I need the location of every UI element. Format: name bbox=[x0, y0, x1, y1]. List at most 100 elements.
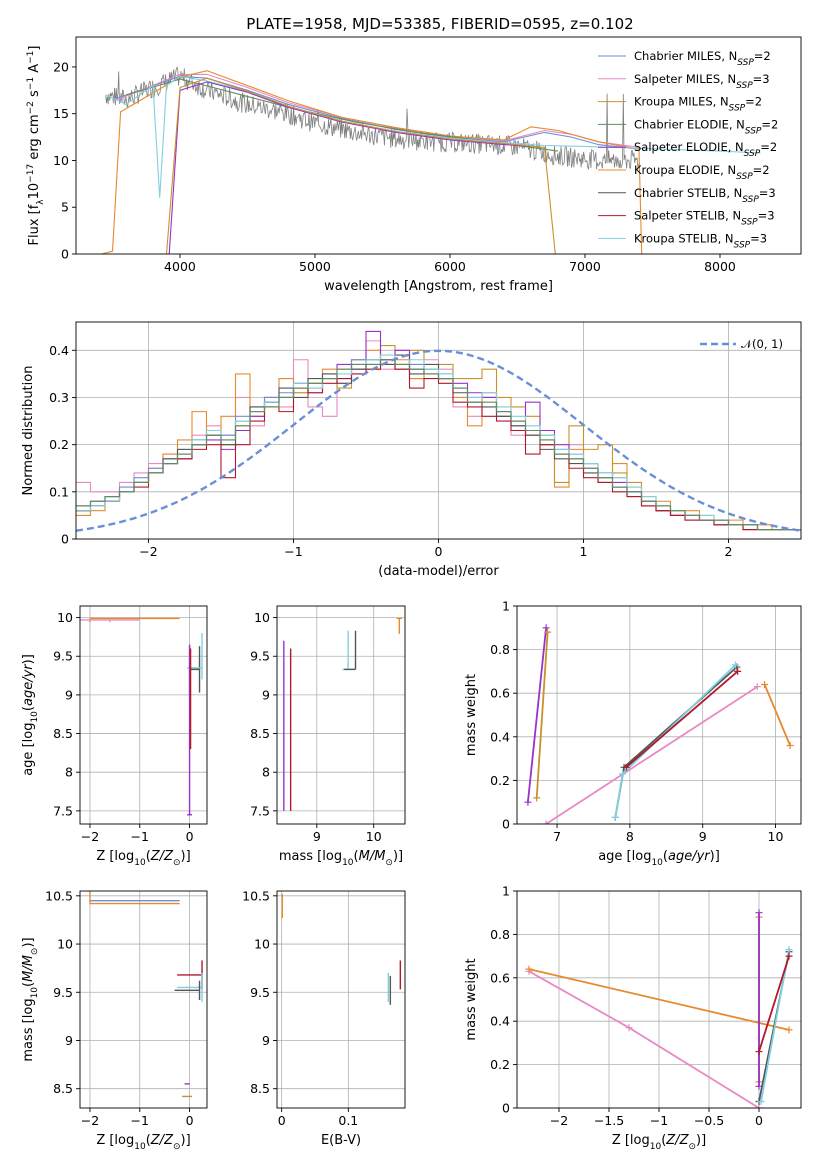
residual-histogram bbox=[76, 359, 801, 531]
chart-residuals: −2 −1 0 1 2 0 0.1 0.2 0.3 0.4 (data-model)/error No… bbox=[21, 321, 802, 579]
axes-frame: 4000 5000 6000 7000 8000 0 5 10 15 20 wavelength [… bbox=[26, 36, 802, 294]
y-tick-label: 0.6 bbox=[490, 686, 510, 701]
gridlines bbox=[80, 606, 207, 824]
y-tick-label: 8 bbox=[262, 765, 270, 780]
label-part: −1 bbox=[26, 51, 36, 64]
label-part: −2 bbox=[26, 101, 36, 114]
label-part: ( bbox=[146, 849, 151, 864]
residual-legend: 𝒩(0, 1) bbox=[700, 337, 783, 351]
legend-label: Salpeter ELODIE, NSSP=2 bbox=[634, 140, 777, 159]
x-tick-label: 0.1 bbox=[338, 1113, 358, 1128]
point-marker bbox=[755, 909, 763, 917]
label-part: wavelength [Angstrom, rest frame] bbox=[324, 279, 553, 294]
label-part: mass weight bbox=[464, 958, 479, 1040]
residual-histogram bbox=[76, 354, 801, 531]
label-part: =2 bbox=[761, 117, 778, 131]
x-tick-label: −1 bbox=[284, 544, 302, 559]
y-axis-label: age [log10(age/yr)] bbox=[21, 654, 40, 776]
y-tick-label: 10 bbox=[57, 937, 73, 952]
label-part: (data-model)/error bbox=[378, 564, 499, 579]
legend-label: Chabrier MILES, NSSP=2 bbox=[634, 49, 771, 68]
x-tick-label: −2 bbox=[81, 829, 99, 844]
label-part: )] bbox=[21, 654, 36, 664]
label-part: =2 bbox=[754, 49, 771, 63]
gridlines bbox=[517, 605, 801, 825]
label-part: Z/Z bbox=[150, 849, 174, 864]
label-part: M/M bbox=[359, 849, 386, 864]
label-part: Flux [f bbox=[27, 204, 42, 245]
label-part: Normed distribution bbox=[21, 366, 36, 496]
label-part: ⊙ bbox=[385, 858, 393, 868]
label-part: Z/Z bbox=[150, 1133, 174, 1148]
gridlines bbox=[80, 891, 207, 1108]
point-marker bbox=[785, 1026, 793, 1034]
point-marker bbox=[533, 794, 541, 802]
x-tick-label: 8000 bbox=[704, 259, 736, 274]
label-part: age/yr bbox=[21, 663, 36, 706]
point-marker bbox=[542, 624, 550, 632]
label-part: =3 bbox=[759, 186, 776, 200]
label-part: )] bbox=[181, 849, 191, 864]
label-part: 10 bbox=[134, 858, 146, 868]
label-part: Chabrier MILES, N bbox=[634, 49, 737, 63]
label-part: SSP bbox=[742, 195, 759, 205]
y-tick-label: 0.8 bbox=[490, 927, 510, 942]
weight-line bbox=[528, 970, 760, 1108]
y-axis-label: mass [log10(M/M⊙)] bbox=[21, 937, 40, 1061]
label-part: ( bbox=[354, 849, 359, 864]
y-tick-label: 0 bbox=[61, 532, 69, 547]
plot-area bbox=[76, 330, 801, 532]
y-tick-label: 10 bbox=[254, 937, 270, 952]
label-part: ⊙ bbox=[30, 948, 40, 956]
point-marker bbox=[544, 628, 552, 636]
x-axis-label: wavelength [Angstrom, rest frame] bbox=[324, 279, 553, 294]
x-tick-label: 7 bbox=[553, 829, 561, 844]
x-axis-label: Z [log10(Z/Z⊙)] bbox=[96, 1133, 190, 1152]
label-part: 10 bbox=[30, 711, 40, 723]
label-part: λ bbox=[36, 199, 46, 205]
model-spectrum bbox=[101, 70, 643, 254]
label-part: Z [log bbox=[96, 1133, 134, 1148]
figure-title: PLATE=1958, MJD=53385, FIBERID=0595, z=0… bbox=[246, 15, 633, 33]
x-tick-label: −2 bbox=[550, 1113, 568, 1128]
label-part: Z [log bbox=[612, 1133, 650, 1148]
point-marker bbox=[731, 661, 739, 669]
chart-mass-vs-EBV: 0 0.1 8.5 9 9.5 10 10.5 E(B-V) bbox=[242, 888, 406, 1148]
y-tick-label: 0 bbox=[61, 247, 69, 262]
label-part: Kroupa MILES, N bbox=[634, 95, 729, 109]
label-part: Salpeter ELODIE, N bbox=[634, 140, 744, 154]
y-tick-label: 0.8 bbox=[490, 642, 510, 657]
label-part: s bbox=[27, 90, 42, 101]
y-tick-label: 0 bbox=[502, 1101, 510, 1116]
axes-border bbox=[276, 605, 406, 825]
x-tick-label: 10 bbox=[366, 829, 382, 844]
y-tick-label: 7.5 bbox=[250, 803, 270, 818]
gridlines bbox=[76, 322, 801, 540]
label-part: 10 bbox=[30, 987, 40, 999]
y-tick-label: 7.5 bbox=[53, 803, 73, 818]
point-marker bbox=[757, 1097, 765, 1105]
label-part: ⊙ bbox=[688, 1142, 696, 1152]
plot-area bbox=[89, 891, 203, 1098]
plot-area bbox=[524, 624, 794, 824]
y-tick-label: 10 bbox=[53, 153, 69, 168]
y-tick-label: 0.6 bbox=[490, 970, 510, 985]
gridlines bbox=[277, 606, 405, 824]
label-part: )] bbox=[696, 1133, 706, 1148]
label-part: mass weight bbox=[464, 674, 479, 756]
y-tick-label: 9.5 bbox=[53, 985, 73, 1000]
legend-label: Salpeter STELIB, NSSP=3 bbox=[634, 209, 775, 228]
x-tick-label: 10 bbox=[768, 829, 784, 844]
point-marker bbox=[761, 680, 769, 688]
point-marker bbox=[755, 1104, 763, 1108]
x-tick-label: 0 bbox=[435, 544, 443, 559]
y-tick-label: 20 bbox=[53, 59, 69, 74]
label-part: −1 bbox=[26, 77, 36, 90]
label-part: age [log bbox=[21, 723, 36, 776]
label-part: SSP bbox=[729, 104, 746, 114]
